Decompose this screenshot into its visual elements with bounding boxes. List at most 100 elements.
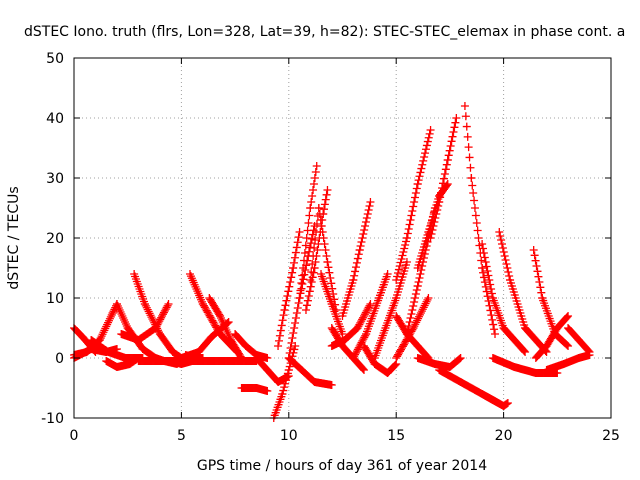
data-point [164, 300, 173, 308]
data-point [414, 314, 423, 323]
data-point [319, 234, 328, 242]
data-point [402, 237, 411, 246]
data-point [416, 168, 425, 177]
data-point [199, 301, 208, 310]
data-point [500, 252, 509, 260]
data-point [438, 184, 447, 192]
data-point [289, 264, 298, 272]
data-point [400, 339, 409, 347]
data-point [487, 285, 496, 293]
data-point [203, 308, 212, 317]
chart-title: dSTEC Iono. truth (flrs, Lon=328, Lat=39… [24, 24, 625, 40]
data-point [393, 272, 402, 281]
data-point [304, 219, 313, 227]
data-point [144, 307, 153, 316]
data-point [417, 266, 426, 274]
data-point [293, 238, 302, 247]
data-point [408, 207, 417, 215]
data-point [326, 274, 335, 282]
data-point [322, 252, 331, 260]
data-point [412, 184, 421, 193]
data-point [290, 253, 299, 262]
data-point [309, 186, 318, 194]
data-point [290, 324, 299, 332]
data-point [309, 226, 318, 235]
data-point [394, 350, 403, 359]
data-point [383, 270, 392, 278]
data-point [201, 305, 210, 313]
data-point [436, 193, 445, 202]
series-pass-32 [392, 126, 435, 284]
data-point [418, 160, 427, 169]
data-point [297, 284, 306, 293]
data-point [224, 318, 233, 326]
data-point [302, 261, 311, 270]
data-point [296, 289, 305, 298]
data-point [437, 188, 446, 197]
data-point [327, 381, 336, 389]
data-point [470, 196, 479, 205]
series-pass-47 [564, 324, 594, 356]
data-point [483, 292, 492, 301]
data-point [472, 219, 481, 227]
data-point [406, 314, 415, 322]
data-point [496, 232, 505, 240]
data-point [426, 234, 435, 242]
data-point [143, 305, 152, 314]
data-point [410, 298, 419, 306]
data-point [200, 303, 209, 312]
data-point [531, 256, 540, 265]
data-point [398, 251, 407, 260]
data-point [442, 181, 451, 190]
data-point [359, 230, 368, 238]
data-point [495, 228, 504, 236]
data-point [306, 282, 315, 291]
data-point [359, 313, 368, 322]
data-point [562, 314, 571, 322]
data-point [402, 234, 411, 242]
data-point [471, 211, 480, 220]
x-tick-label: 10 [280, 428, 298, 444]
x-tick-label: 20 [495, 428, 513, 444]
data-point [482, 287, 491, 296]
data-point [354, 322, 363, 331]
data-point [303, 256, 312, 265]
data-point [101, 324, 110, 333]
data-point [415, 310, 424, 319]
data-point [320, 200, 329, 209]
data-point [399, 248, 408, 256]
data-point [159, 308, 168, 317]
data-point [399, 340, 408, 349]
data-point [497, 240, 506, 248]
data-point [433, 206, 442, 214]
data-point [563, 341, 572, 350]
data-point [357, 338, 366, 347]
data-point [419, 303, 428, 312]
data-point [488, 315, 497, 324]
data-point [310, 222, 319, 230]
data-point [301, 306, 310, 314]
data-point [152, 322, 161, 331]
data-point [435, 198, 444, 206]
data-point [423, 137, 432, 146]
data-point [216, 312, 225, 320]
x-tick-label: 5 [177, 428, 186, 444]
data-point [290, 258, 299, 267]
data-point [425, 129, 434, 138]
data-point [414, 278, 423, 286]
data-point [358, 336, 367, 345]
data-point [104, 316, 113, 325]
data-point [358, 364, 367, 372]
data-point [116, 308, 125, 316]
data-point [223, 328, 232, 336]
data-point [420, 153, 429, 161]
data-point [478, 240, 487, 248]
data-point [366, 300, 375, 308]
data-point [395, 349, 404, 357]
series-pass-40 [478, 390, 512, 410]
data-point [421, 149, 430, 158]
data-point [289, 329, 298, 337]
data-point [313, 246, 322, 254]
data-point [451, 118, 460, 127]
data-point [307, 268, 316, 276]
